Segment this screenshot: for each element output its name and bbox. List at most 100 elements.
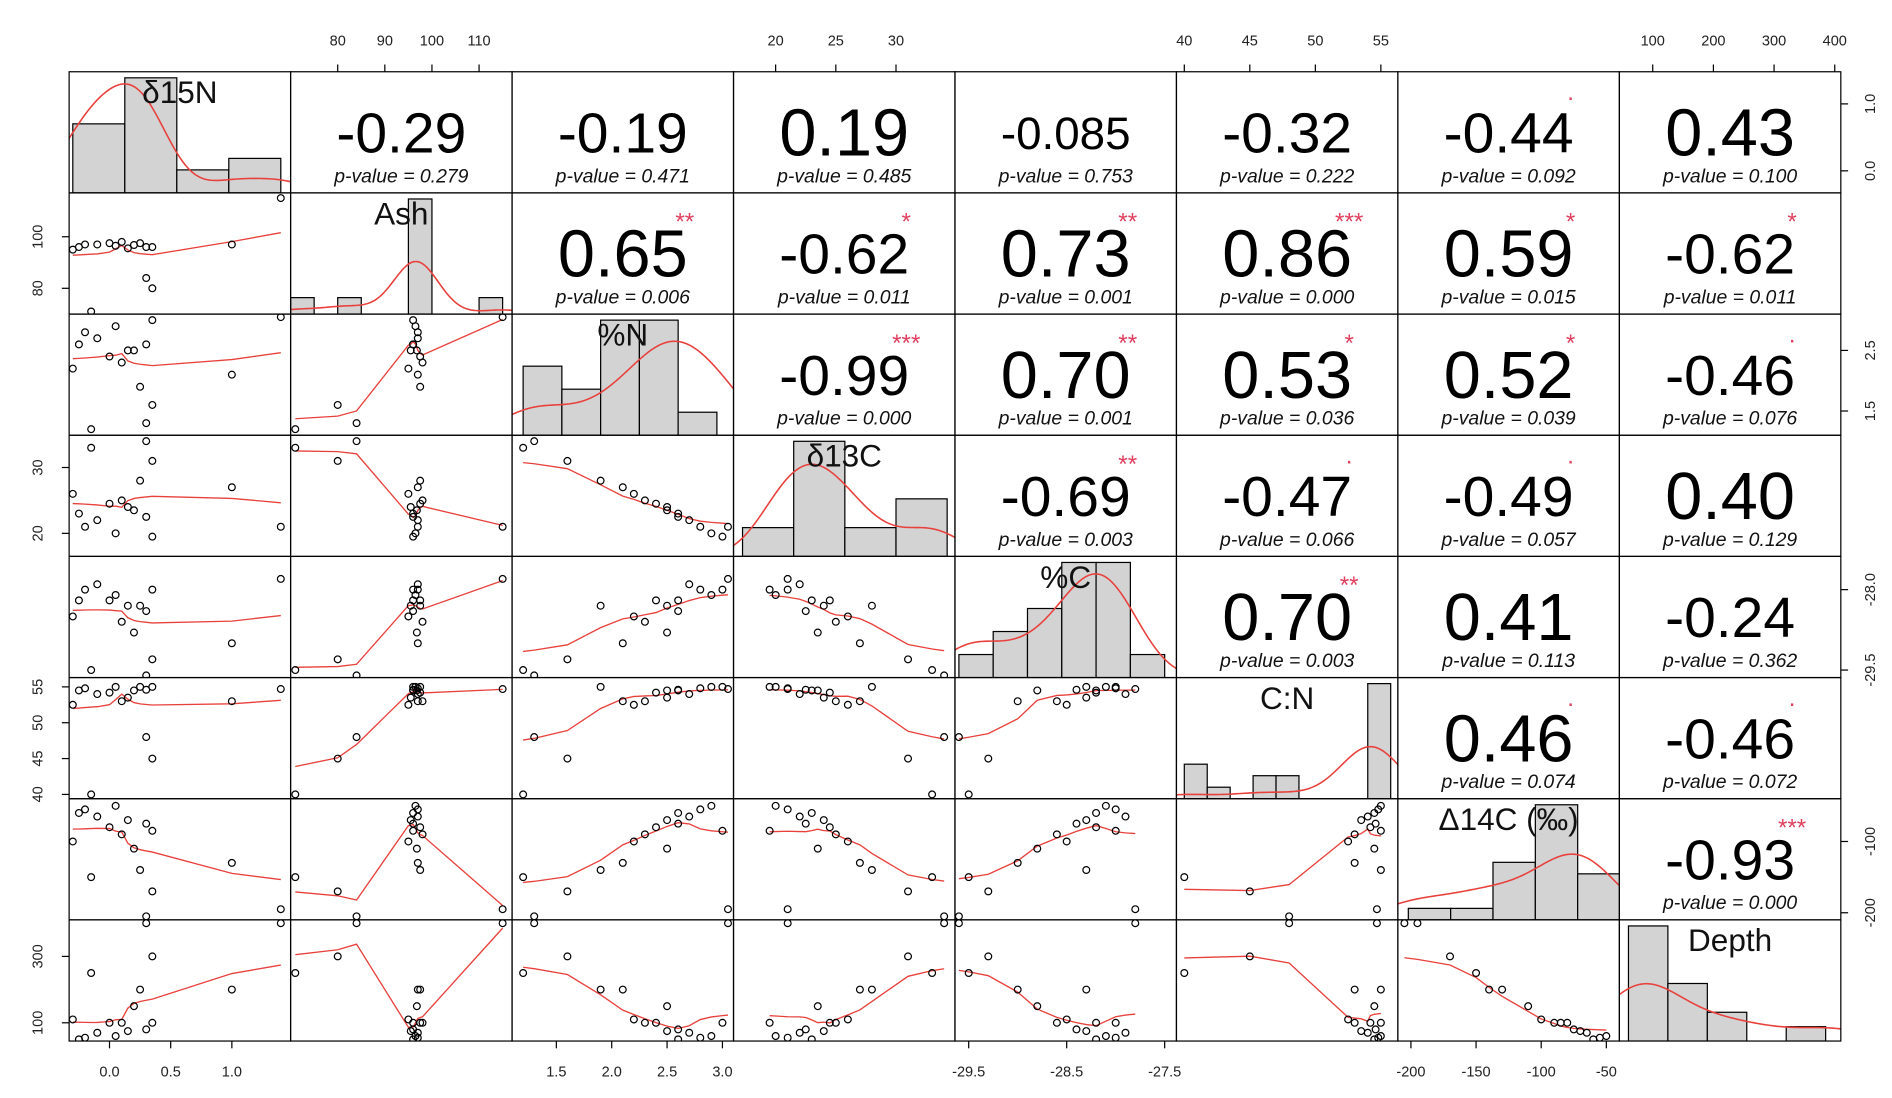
scatter-point [1245, 887, 1254, 896]
x-tick-label: 200 [1701, 33, 1725, 49]
scatter-point [640, 697, 649, 706]
scatter-point [674, 607, 683, 616]
significance-stars: * [1566, 330, 1576, 357]
x-tick-label: 400 [1823, 33, 1847, 49]
correlation-value: 0.70 [1001, 339, 1131, 413]
scatter-point [1062, 1015, 1071, 1024]
scatter-point [1082, 816, 1091, 825]
scatter-point [831, 830, 840, 839]
x-tick-label: 0.0 [99, 1064, 119, 1080]
scatter-point [1131, 685, 1140, 694]
scatter-point [1563, 1018, 1572, 1027]
p-value: p-value = 0.113 [1441, 650, 1575, 672]
variable-name: δ15N [142, 74, 217, 110]
smooth-line [1404, 957, 1607, 1031]
scatter-point [663, 693, 672, 702]
scatter-point [783, 574, 792, 583]
p-value: p-value = 0.011 [1663, 286, 1797, 308]
scatter-point [783, 919, 792, 928]
histogram [69, 77, 291, 193]
scatter-point [618, 639, 627, 648]
scatter-point [685, 1028, 694, 1037]
scatter-panel [954, 682, 1140, 799]
smooth-line [72, 609, 281, 624]
hist-bar [844, 527, 897, 557]
scatter-point [111, 1032, 120, 1041]
scatter-point [519, 443, 528, 452]
scatter-point [663, 628, 672, 637]
scatter-point [1376, 985, 1385, 994]
x-tick-label: 50 [1307, 33, 1323, 49]
y-tick-label: 100 [31, 1011, 47, 1035]
scatter-point [663, 844, 672, 853]
scatter-panel [69, 194, 285, 315]
scatter-point [142, 671, 151, 678]
y-tick-label: 1.0 [1863, 94, 1879, 114]
scatter-point [413, 639, 422, 648]
scatter-point [954, 919, 963, 928]
scatter-point [723, 905, 732, 914]
scatter-point [413, 812, 422, 821]
scatter-point [771, 801, 780, 810]
scatter-point [498, 905, 507, 914]
scatter-point [964, 873, 973, 882]
scatter-point [1092, 1035, 1101, 1042]
scatter-point [707, 590, 716, 600]
scatter-panel [69, 682, 285, 799]
scatter-point [136, 985, 145, 994]
correlation-value: -0.69 [1001, 465, 1131, 529]
panel-border [289, 434, 513, 558]
hist-bar [176, 169, 230, 193]
scatter-point [1092, 688, 1101, 697]
scatter-point [123, 503, 132, 512]
scatter-point [227, 985, 236, 994]
scatter-point [142, 912, 151, 920]
p-value: p-value = 0.003 [998, 529, 1133, 551]
density-curve [512, 340, 734, 416]
scatter-point [93, 240, 102, 249]
scatter-point [674, 596, 683, 605]
panel-border [68, 313, 292, 436]
scatter-panel [765, 801, 949, 920]
scatter-point [409, 512, 418, 521]
scatter-point [904, 754, 913, 763]
histogram [954, 561, 1177, 678]
scatter-point [291, 790, 300, 799]
scatter-panel [69, 801, 285, 920]
scatter-point [409, 532, 418, 541]
panel-border [68, 434, 292, 558]
x-tick-label: -28.5 [1050, 1064, 1083, 1080]
density-curve [69, 83, 291, 183]
significance-stars: ** [1118, 209, 1137, 236]
scatter-point [718, 585, 727, 594]
scatter-point [707, 801, 716, 810]
y-tick-label: 55 [31, 679, 47, 695]
correlation-value: -0.44 [1444, 102, 1574, 166]
scatter-point [530, 912, 539, 920]
scatter-point [1363, 812, 1372, 821]
variable-name: δ13C [807, 438, 882, 474]
scatter-point [123, 346, 132, 355]
x-tick-label: 40 [1176, 33, 1192, 49]
p-value: p-value = 0.074 [1441, 771, 1576, 793]
scatter-point [807, 808, 816, 817]
scatter-point [696, 684, 705, 693]
density-curve [1619, 982, 1841, 1030]
scatter-point [87, 790, 96, 799]
scatter-point [1092, 823, 1101, 832]
scatter-point [652, 499, 661, 508]
scatter-point [867, 985, 876, 994]
scatter-point [1524, 1002, 1533, 1011]
scatter-point [276, 194, 285, 203]
correlation-value: -0.99 [779, 344, 909, 408]
scatter-point [819, 601, 828, 610]
scatter-point [1121, 690, 1130, 699]
scatter-point [418, 830, 427, 839]
scatter-point [519, 873, 528, 882]
significance-stars: ** [1118, 330, 1137, 357]
scatter-point [418, 617, 427, 626]
scatter-point [123, 816, 132, 825]
scatter-point [696, 585, 705, 594]
scatter-point [783, 685, 792, 694]
y-tick-label: 80 [31, 280, 47, 296]
